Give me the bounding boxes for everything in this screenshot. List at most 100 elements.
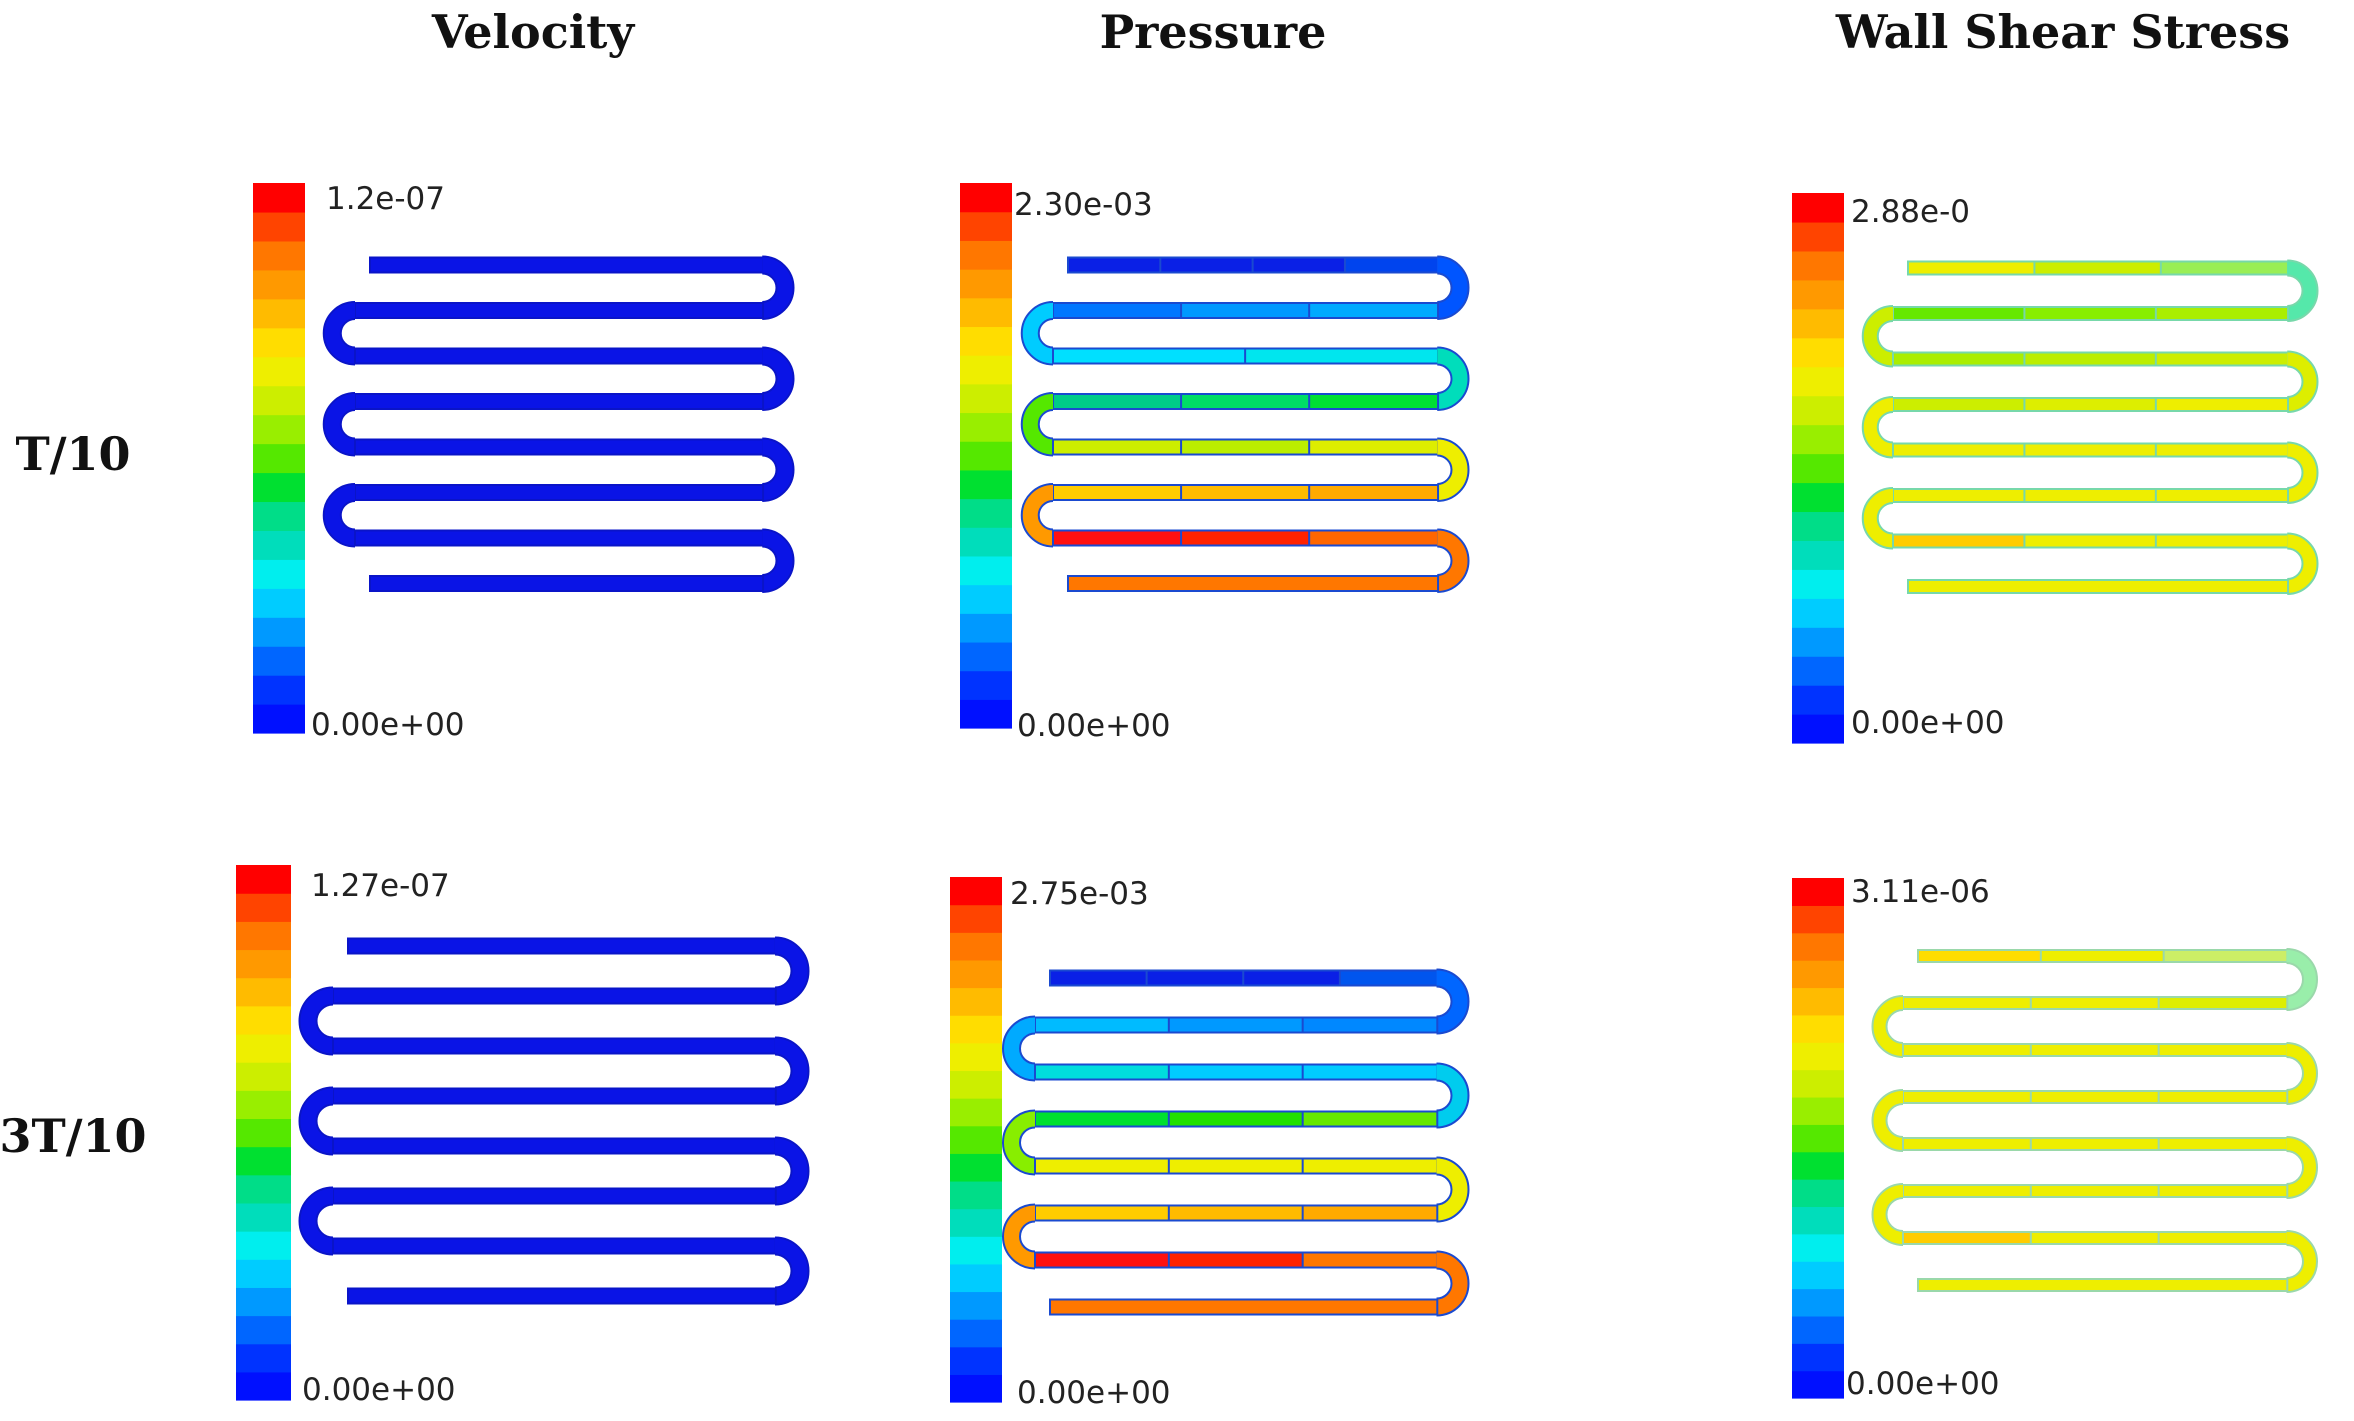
colorbar-max-label: 2.88e-0 [1851,194,1970,230]
colorbar-swatch [950,1098,1002,1127]
channel-straight [1301,1157,1439,1175]
serpentine-channel [298,936,810,1306]
colorbar-swatch [1792,932,1844,961]
colorbar-swatch [1792,1069,1844,1098]
channel-straight [1034,1016,1171,1034]
channel-straight [354,484,765,501]
colorbar-swatch [1792,1233,1844,1262]
colorbar-swatch [253,588,305,618]
colorbar-swatch [236,1343,291,1373]
channel-bend [1022,394,1054,455]
colorbar-swatch [236,1315,291,1345]
colorbar-swatch [1792,598,1844,628]
colorbar-swatch [236,1146,291,1176]
colorbar-swatch [253,385,305,416]
colorbar-swatch [960,469,1012,500]
channel-bend [2286,1232,2316,1291]
colorbar-swatch [950,1180,1002,1210]
channel-straight [2023,397,2158,412]
channel-straight [1049,969,1149,987]
colorbar-max-label: 3.11e-06 [1851,874,1990,910]
channel-straight [1167,1016,1305,1034]
channel-straight [2023,351,2158,367]
channel-straight [2039,949,2166,963]
colorbar-swatch [950,932,1002,961]
colorbar-swatch [950,1015,1002,1044]
colorbar [1792,878,1844,1399]
colorbar [1792,193,1844,744]
colorbar-swatch [1792,960,1844,989]
channel-straight [1902,1184,2033,1198]
channel-straight [2023,488,2158,503]
colorbar-swatch [1792,366,1844,397]
channel-bend [761,257,793,318]
channel-straight [1244,347,1440,365]
channel-straight [1308,393,1440,410]
channel-straight [1067,575,1440,592]
channel-bend [1873,1091,1904,1150]
channel-straight [332,1137,777,1155]
channel-straight [1308,302,1440,319]
channel-straight [2023,306,2158,321]
colorbar-swatch [1792,250,1844,281]
channel-bend [1022,485,1054,546]
colorbar-swatch [960,297,1012,328]
channel-straight [332,1037,777,1055]
channel-straight [1180,529,1311,547]
channel-bend [1863,398,1894,457]
channel-bend [2286,261,2317,320]
channel-bend [1435,970,1468,1033]
colorbar-swatch [236,1287,291,1317]
channel-bend [1022,303,1054,364]
row-label-t10: T/10 [15,427,130,481]
colorbar-swatch [960,383,1012,414]
panel-wall-shear-stress-row1: 2.88e-0 0.00e+00 [1792,193,2319,744]
colorbar-swatch [253,414,305,445]
channel-straight [2154,488,2290,503]
channel-straight [2154,442,2290,458]
colorbar-swatch [236,1231,291,1260]
colorbar-swatch [236,977,291,1007]
colorbar-swatch [1792,656,1844,686]
colorbar-swatch [253,472,305,503]
colorbar-swatch [1792,1179,1844,1208]
colorbar-swatch [960,641,1012,672]
channel-straight [347,937,777,955]
colorbar-swatch [960,269,1012,299]
colorbar-min-label: 0.00e+00 [1017,1375,1171,1411]
colorbar-swatch [253,443,305,474]
colorbar-swatch [950,1153,1002,1182]
channel-straight [1892,442,2027,458]
colorbar-swatch [1792,1151,1844,1180]
channel-straight [1902,1043,2033,1057]
colorbar-swatch [960,211,1012,241]
colorbar-swatch [1792,905,1844,934]
channel-straight [1301,1251,1439,1269]
channel-straight [2029,1184,2161,1198]
channel-bend [2286,1138,2316,1197]
channel-straight [369,256,765,274]
channel-straight [1052,484,1183,501]
channel-straight [2029,1137,2161,1151]
channel-straight [354,438,765,456]
colorbar-swatch [950,1263,1002,1293]
channel-bend [1863,307,1894,366]
colorbar-swatch [950,1236,1002,1265]
colorbar-swatch [1792,1014,1844,1043]
colorbar-swatch [950,1374,1002,1403]
colorbar-max-label: 1.2e-07 [326,181,445,217]
channel-straight [1180,393,1311,410]
channel-straight [2029,1090,2161,1104]
channel-straight [1301,1016,1439,1034]
colorbar-swatch [236,1174,291,1204]
colorbar-swatch [1792,395,1844,426]
channel-bend [761,439,793,500]
channel-bend [774,1238,808,1304]
channel-bend [2286,534,2317,593]
colorbar-swatch [236,1033,291,1063]
colorbar-swatch [960,240,1012,270]
colorbar-swatch [236,1259,291,1288]
colorbar-swatch [253,704,305,734]
channel-straight [2154,351,2290,367]
